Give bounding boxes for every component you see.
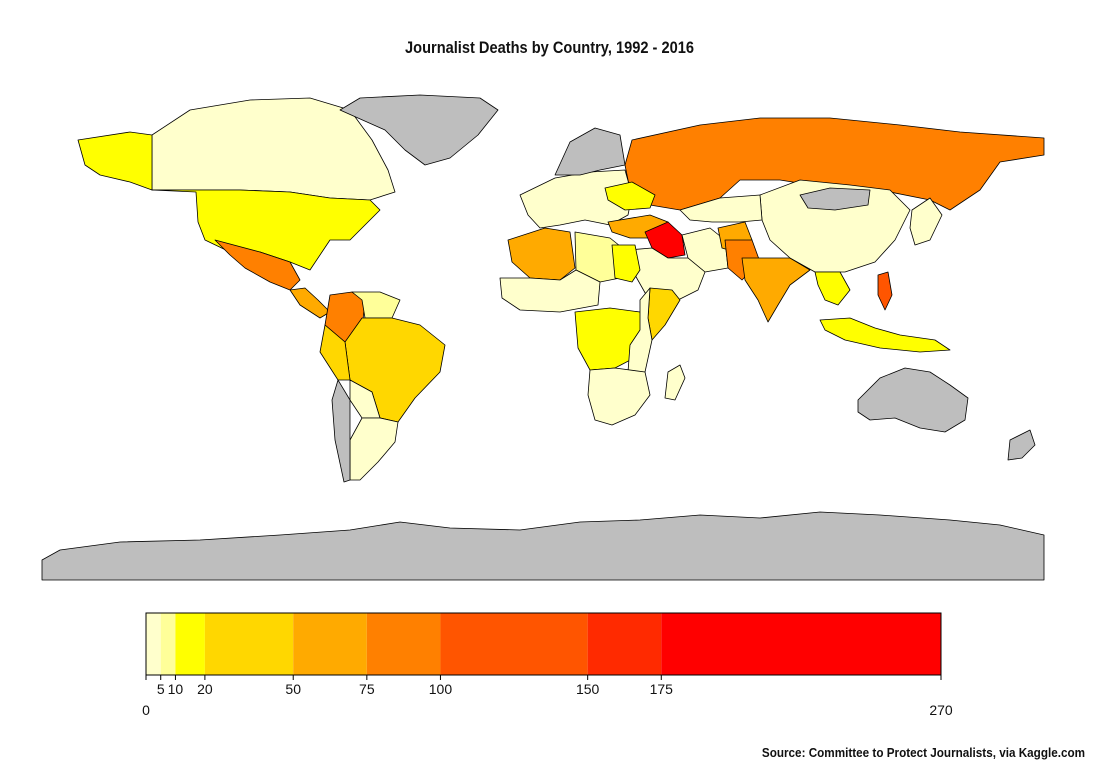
legend-tick-label: 175	[650, 681, 674, 697]
country-usa	[151, 189, 381, 271]
country-chile	[331, 379, 351, 483]
legend-tick-label: 10	[168, 681, 184, 697]
country-greenland	[339, 94, 499, 166]
legend-tick-label: 50	[285, 681, 301, 697]
country-antarctica	[41, 511, 1045, 581]
legend-tick-label: 270	[929, 702, 953, 718]
country-alaska	[77, 131, 153, 191]
country-russia	[624, 117, 1045, 211]
country-china	[759, 179, 911, 273]
country-algeria	[507, 227, 576, 281]
legend-bin	[587, 613, 662, 675]
legend-bin	[146, 613, 161, 675]
country-australia	[857, 367, 969, 433]
world-map	[41, 94, 1045, 581]
color-legend: 5 10 20 50 75 100 150 175 0 270	[142, 612, 953, 718]
map-title: Journalist Deaths by Country, 1992 - 201…	[405, 38, 694, 57]
legend-bin	[175, 613, 205, 675]
country-philippines	[877, 271, 893, 311]
legend-bin	[366, 613, 441, 675]
legend-tick-label: 75	[359, 681, 375, 697]
legend-tick-label: 5	[157, 681, 165, 697]
legend-tick-label: 0	[142, 702, 150, 718]
country-scandinavia	[554, 127, 626, 176]
legend-tick-label: 100	[429, 681, 453, 697]
country-madagascar	[664, 364, 686, 401]
country-southern-africa	[587, 367, 651, 426]
legend-bin	[204, 613, 294, 675]
country-mongolia	[799, 187, 871, 211]
country-japan	[909, 197, 943, 246]
country-peru	[319, 324, 351, 381]
legend-tick-label: 150	[576, 681, 600, 697]
country-kazakhstan	[679, 194, 763, 223]
country-southeast-asia	[814, 271, 851, 306]
legend-bin	[440, 613, 588, 675]
country-egypt	[611, 244, 641, 283]
legend-tick-label: 20	[197, 681, 213, 697]
legend-bin	[160, 613, 176, 675]
legend-bin	[293, 613, 367, 675]
country-west-africa	[499, 269, 601, 313]
country-indonesia	[819, 317, 951, 353]
country-new-zealand	[1007, 429, 1036, 461]
legend-bin	[661, 613, 941, 675]
source-caption: Source: Committee to Protect Journalists…	[761, 745, 1085, 760]
legend-frame	[145, 612, 942, 676]
country-ukraine	[604, 181, 656, 211]
